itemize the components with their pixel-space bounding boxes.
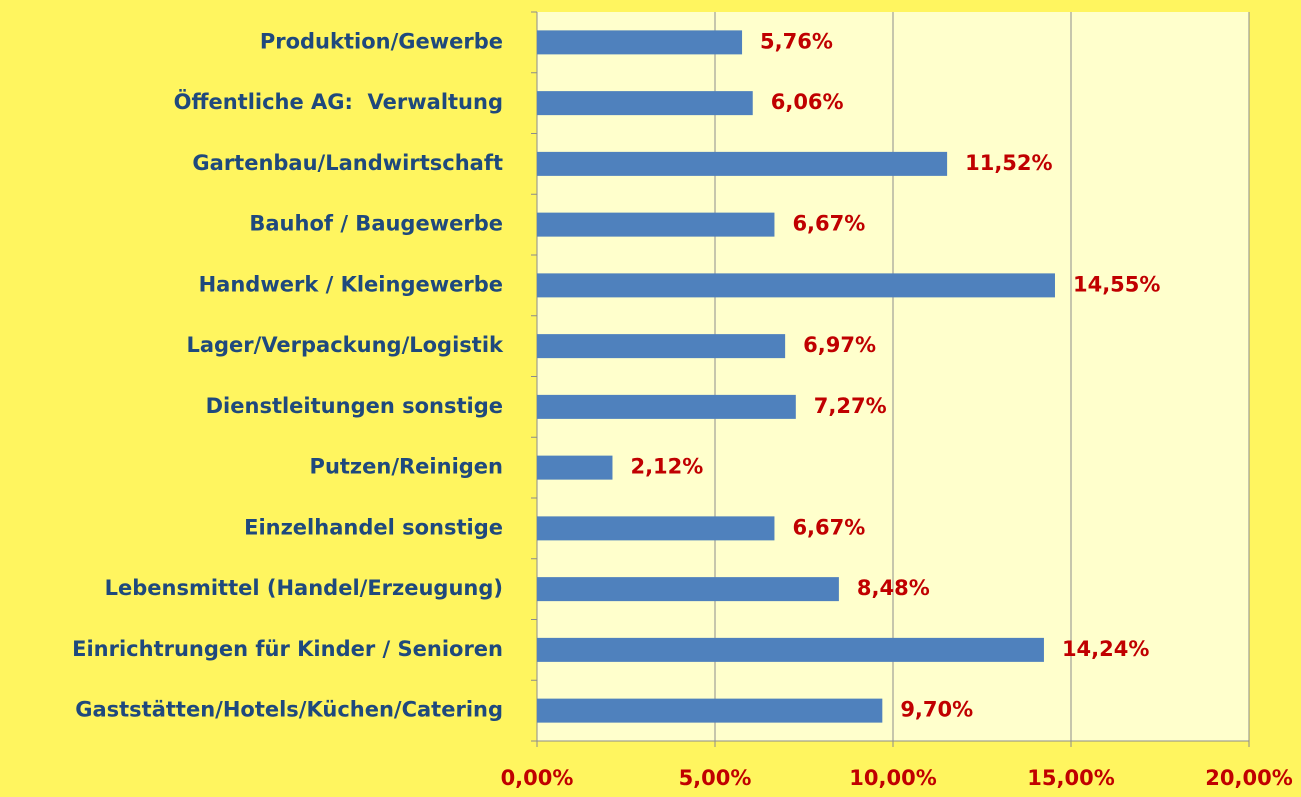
x-tick-label: 0,00% [501,766,574,790]
data-label: 14,24% [1062,637,1149,661]
bar [537,698,883,723]
bar [537,577,839,602]
data-label: 11,52% [965,151,1052,175]
data-label: 6,06% [771,90,844,114]
data-label: 8,48% [857,576,930,600]
bar [537,273,1055,298]
category-label: Dienstleitungen sonstige [206,394,503,418]
bar [537,91,753,116]
data-label: 7,27% [814,394,887,418]
category-label: Gartenbau/Landwirtschaft [192,151,503,175]
data-label: 6,67% [792,212,865,236]
category-label: Lebensmittel (Handel/Erzeugung) [105,576,503,600]
category-label: Öffentliche AG: Verwaltung [174,89,503,114]
category-label: Einzelhandel sonstige [244,515,503,539]
data-label: 9,70% [900,698,973,722]
category-label: Handwerk / Kleingewerbe [199,272,503,296]
category-label: Produktion/Gewerbe [260,29,503,53]
bar [537,334,786,359]
category-label: Gaststätten/Hotels/Küchen/Catering [75,698,503,722]
category-label: Bauhof / Baugewerbe [249,212,503,236]
data-label: 6,67% [792,515,865,539]
bar [537,212,775,237]
category-label: Einrichtrungen für Kinder / Senioren [72,637,503,661]
bar [537,455,613,480]
category-label: Putzen/Reinigen [310,455,503,479]
category-label: Lager/Verpackung/Logistik [186,333,504,357]
data-label: 6,97% [803,333,876,357]
x-tick-label: 5,00% [679,766,752,790]
x-tick-label: 10,00% [849,766,936,790]
bar [537,151,948,176]
bar [537,30,743,55]
data-label: 2,12% [630,455,703,479]
bar [537,637,1044,662]
bar [537,516,775,541]
x-tick-label: 20,00% [1205,766,1292,790]
data-label: 5,76% [760,29,833,53]
bar [537,394,796,419]
x-tick-label: 15,00% [1027,766,1114,790]
data-label: 14,55% [1073,272,1160,296]
